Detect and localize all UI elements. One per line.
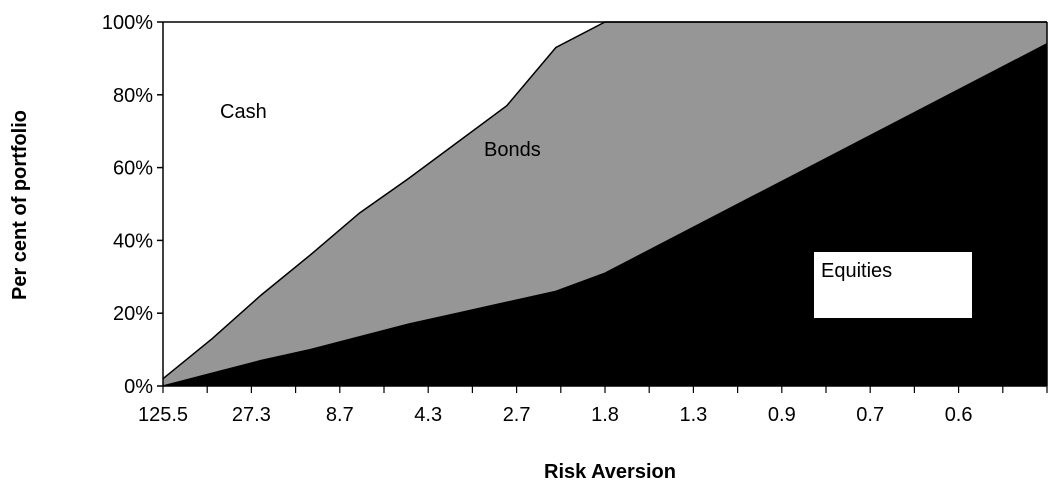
equities-label-box <box>814 252 972 318</box>
area-label-equities: Equities <box>821 260 892 282</box>
y-tick-label: 100% <box>102 12 153 34</box>
x-tick-label: 0.9 <box>768 404 796 426</box>
boundary-line-equities <box>162 43 1048 387</box>
area-label-cash: Cash <box>220 101 267 123</box>
area-bonds <box>163 22 1047 386</box>
x-tick-label: 125.5 <box>138 404 188 426</box>
areas-layer <box>162 21 1048 387</box>
axes-layer: 0% 20% 40% 60% 80% 100% 125.5 27.3 8.7 4.3 2.7 1.8 1… <box>102 12 1048 426</box>
y-tick-label: 40% <box>113 230 153 252</box>
y-tick-label: 80% <box>113 85 153 107</box>
y-tick-label: 20% <box>113 303 153 325</box>
x-tick-label: 4.3 <box>414 404 442 426</box>
x-tick-label: 27.3 <box>232 404 271 426</box>
x-tick-label: 1.8 <box>591 404 619 426</box>
area-label-bonds: Bonds <box>484 139 541 161</box>
y-tick-label: 60% <box>113 158 153 180</box>
x-tick-label: 8.7 <box>326 404 354 426</box>
x-tick-label: 0.6 <box>945 404 973 426</box>
x-tick-label: 2.7 <box>503 404 531 426</box>
y-axis-title: Per cent of portfolio <box>9 110 31 300</box>
x-tick-label: 1.3 <box>679 404 707 426</box>
x-tick-label: 0.7 <box>856 404 884 426</box>
x-axis-title: Risk Aversion <box>544 461 676 483</box>
labels-layer: Cash Bonds Equities <box>220 101 972 318</box>
area-cash <box>163 22 1047 379</box>
y-tick-label: 0% <box>124 376 153 398</box>
